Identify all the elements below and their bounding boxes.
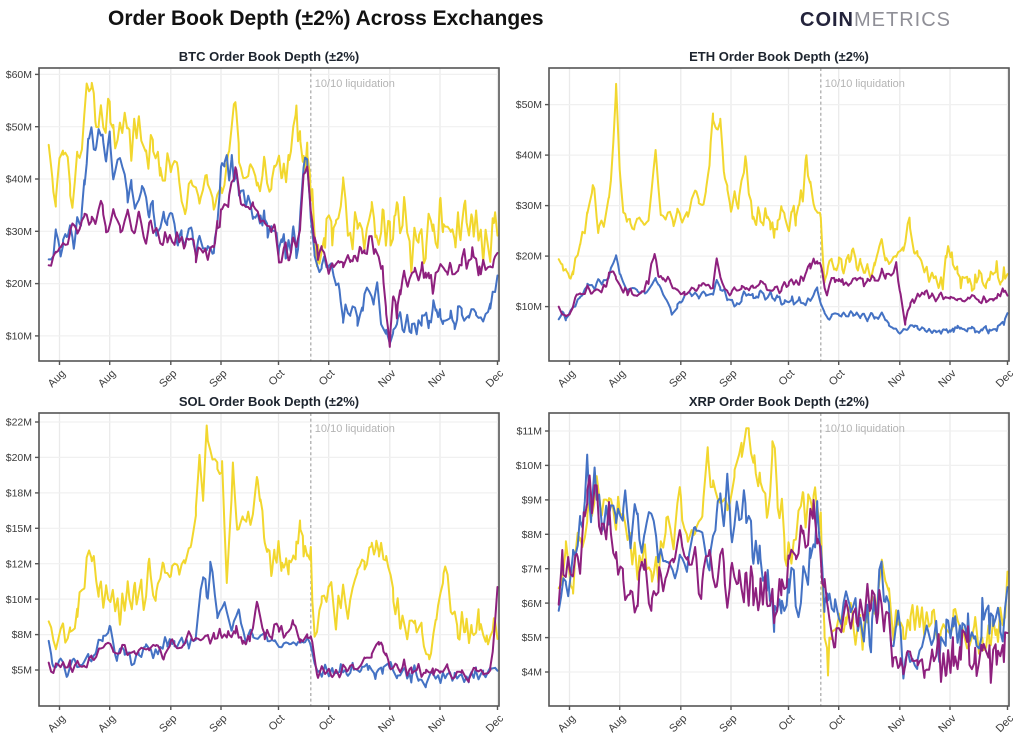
svg-text:XRP Order Book Depth (±2%): XRP Order Book Depth (±2%)	[689, 394, 869, 409]
svg-text:$20M: $20M	[6, 452, 32, 464]
svg-text:$11M: $11M	[517, 426, 543, 438]
svg-text:BTC Order Book Depth (±2%): BTC Order Book Depth (±2%)	[179, 49, 359, 64]
svg-text:$7M: $7M	[522, 563, 542, 575]
svg-text:$10M: $10M	[516, 460, 542, 472]
svg-text:$20M: $20M	[516, 251, 542, 263]
svg-text:$12M: $12M	[6, 558, 32, 570]
svg-text:$9M: $9M	[522, 495, 542, 507]
svg-text:10/10 liquidation: 10/10 liquidation	[825, 423, 905, 435]
svg-text:$40M: $40M	[6, 174, 32, 186]
svg-text:Order Book Depth (±2%) Across: Order Book Depth (±2%) Across Exchanges	[108, 7, 544, 30]
svg-text:$10M: $10M	[516, 301, 542, 313]
svg-text:$20M: $20M	[6, 278, 32, 290]
svg-text:$15M: $15M	[6, 523, 32, 535]
svg-text:$4M: $4M	[522, 667, 542, 679]
svg-text:$30M: $30M	[516, 200, 542, 212]
svg-text:ETH Order Book Depth (±2%): ETH Order Book Depth (±2%)	[689, 49, 869, 64]
svg-text:$22M: $22M	[6, 417, 32, 429]
svg-text:$8M: $8M	[522, 529, 542, 541]
svg-text:$6M: $6M	[522, 598, 542, 610]
svg-text:$40M: $40M	[516, 150, 542, 162]
svg-text:10/10 liquidation: 10/10 liquidation	[315, 423, 395, 435]
svg-text:$10M: $10M	[6, 594, 32, 606]
svg-text:$60M: $60M	[6, 69, 32, 81]
svg-text:$8M: $8M	[12, 629, 32, 641]
svg-text:$10M: $10M	[6, 331, 32, 343]
svg-text:$18M: $18M	[6, 488, 32, 500]
svg-text:10/10 liquidation: 10/10 liquidation	[825, 78, 905, 90]
svg-text:$50M: $50M	[6, 121, 32, 133]
svg-text:SOL Order Book Depth (±2%): SOL Order Book Depth (±2%)	[179, 394, 359, 409]
svg-text:COINMETRICS: COINMETRICS	[800, 9, 951, 31]
svg-text:10/10 liquidation: 10/10 liquidation	[315, 78, 395, 90]
svg-text:$5M: $5M	[12, 665, 32, 677]
svg-text:$30M: $30M	[6, 226, 32, 238]
svg-text:$5M: $5M	[522, 632, 542, 644]
svg-text:$50M: $50M	[516, 99, 542, 111]
